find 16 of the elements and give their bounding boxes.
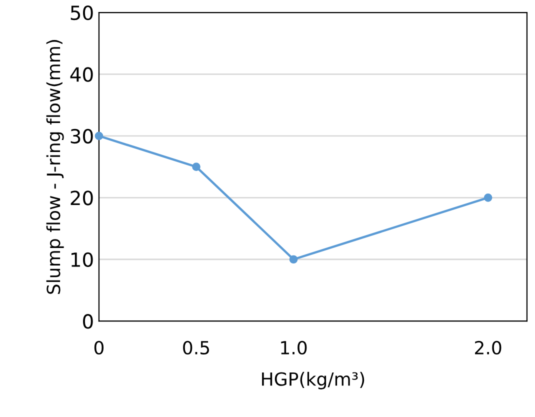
y-tick-label: 30 bbox=[70, 128, 93, 144]
point bbox=[94, 132, 104, 140]
y-tick-label: 40 bbox=[70, 67, 93, 82]
y-tick-label: 50 bbox=[70, 5, 93, 20]
x-tick-label: 0 bbox=[94, 340, 104, 355]
x-axis-title: HGP(kg/m³) bbox=[262, 372, 364, 390]
point bbox=[289, 255, 298, 264]
y-tick-label: 20 bbox=[70, 190, 93, 206]
point bbox=[484, 193, 492, 202]
x-tick-label: 1.0 bbox=[281, 340, 307, 355]
y-tick-label: 0 bbox=[83, 314, 93, 329]
x-tick-label: 2.0 bbox=[475, 340, 502, 355]
x-tick-label: 0.5 bbox=[183, 340, 210, 355]
y-axis-title: Slump flow - J-ring flow(mm) bbox=[46, 40, 64, 294]
point bbox=[192, 162, 200, 171]
y-tick-label: 10 bbox=[72, 252, 93, 268]
